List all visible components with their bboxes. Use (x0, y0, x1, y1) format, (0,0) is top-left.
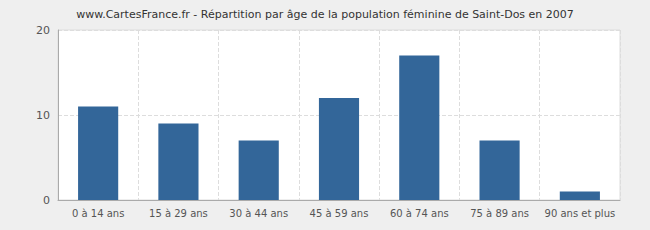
svg-text:0 à 14 ans: 0 à 14 ans (72, 208, 124, 219)
svg-text:www.CartesFrance.fr - Répartit: www.CartesFrance.fr - Répartition par âg… (76, 8, 574, 21)
svg-text:0: 0 (43, 194, 50, 207)
svg-text:60 à 74 ans: 60 à 74 ans (390, 208, 449, 219)
svg-text:10: 10 (36, 109, 50, 122)
svg-text:20: 20 (36, 24, 50, 37)
svg-text:30 à 44 ans: 30 à 44 ans (229, 208, 288, 219)
svg-text:15 à 29 ans: 15 à 29 ans (149, 208, 208, 219)
svg-text:90 ans et plus: 90 ans et plus (545, 208, 616, 219)
svg-text:45 à 59 ans: 45 à 59 ans (310, 208, 369, 219)
svg-text:75 à 89 ans: 75 à 89 ans (470, 208, 529, 219)
